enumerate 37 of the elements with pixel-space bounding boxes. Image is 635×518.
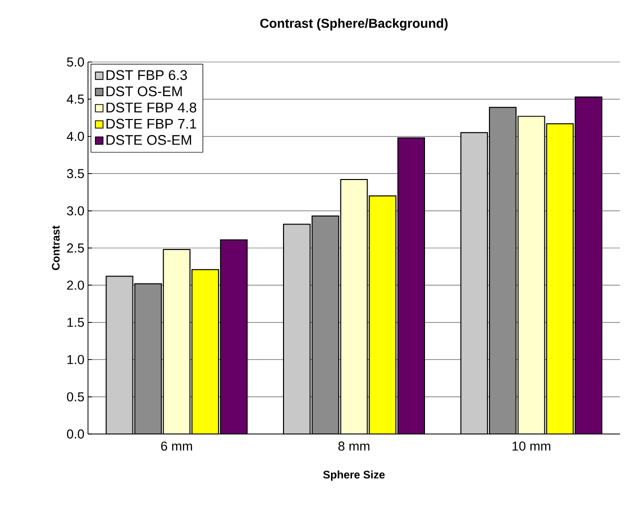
y-tick-label: 1.0 xyxy=(67,355,84,364)
legend-label: DST OS-EM xyxy=(106,86,182,96)
legend-label: DSTE OS-EM xyxy=(106,135,192,145)
bar xyxy=(460,132,488,434)
x-tick-label: 10 mm xyxy=(512,442,550,451)
bar xyxy=(518,116,546,434)
legend-label: DSTE FBP 7.1 xyxy=(106,118,196,129)
legend-label: DSTE FBP 4.8 xyxy=(106,102,196,112)
bar xyxy=(368,195,396,434)
y-tick-label: 2.0 xyxy=(67,280,84,290)
y-axis-title: Contrast xyxy=(52,226,60,270)
bar xyxy=(134,283,162,434)
bar xyxy=(162,248,190,434)
y-tick-label: 2.5 xyxy=(67,243,84,253)
bar xyxy=(546,123,574,434)
bar xyxy=(340,179,368,434)
bar xyxy=(397,137,425,434)
y-tick-label: 3.0 xyxy=(66,206,84,216)
x-axis-title: Sphere Size xyxy=(323,470,385,481)
x-tick-label: 6 mm xyxy=(161,442,192,451)
bar xyxy=(312,216,340,434)
y-tick-label: 0.5 xyxy=(66,392,84,402)
y-tick-label: 0.0 xyxy=(66,429,84,439)
y-tick-label: 4.0 xyxy=(66,132,84,141)
legend-label: DST FBP 6.3 xyxy=(106,70,187,80)
bar xyxy=(106,276,134,434)
chart-title: Contrast (Sphere/Background) xyxy=(260,18,448,31)
bar xyxy=(574,96,602,434)
bar xyxy=(220,239,248,434)
y-tick-label: 5.0 xyxy=(66,57,84,67)
bar xyxy=(191,269,220,434)
bar xyxy=(283,224,311,434)
y-tick-label: 1.5 xyxy=(67,318,84,327)
x-tick-label: 8 mm xyxy=(338,442,370,451)
y-tick-label: 4.5 xyxy=(66,94,84,104)
bar xyxy=(488,106,517,434)
y-tick-label: 3.5 xyxy=(66,169,84,178)
